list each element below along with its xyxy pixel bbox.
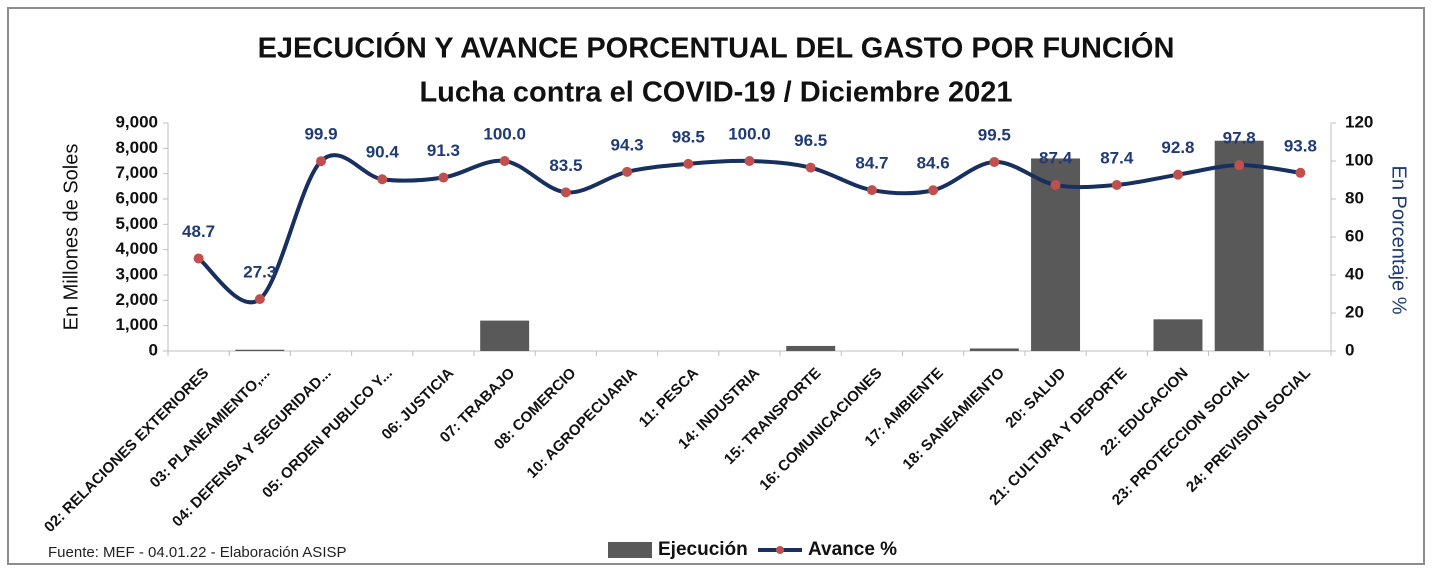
chart-title: EJECUCIÓN Y AVANCE PORCENTUAL DEL GASTO … — [258, 31, 1175, 65]
data-label: 99.9 — [304, 125, 337, 144]
y2-axis-label: En Porcentaje % — [1388, 166, 1410, 315]
data-label: 87.4 — [1100, 148, 1134, 167]
line — [197, 153, 1301, 305]
source-note: Fuente: MEF - 04.01.22 - Elaboración ASI… — [48, 544, 347, 561]
line-marker — [744, 156, 755, 166]
line-marker — [1050, 179, 1061, 190]
data-label: 100.0 — [483, 124, 526, 143]
y2-tick-label: 0 — [1345, 340, 1354, 359]
y-tick-label: 0 — [149, 340, 158, 359]
line-marker — [989, 156, 1000, 167]
y2-tick-label: 80 — [1345, 188, 1364, 207]
bar — [1031, 158, 1081, 351]
y2-tick-label: 100 — [1345, 150, 1373, 169]
bar — [1214, 140, 1264, 351]
data-label: 90.4 — [366, 143, 400, 162]
bar — [1153, 319, 1203, 351]
data-label: 87.4 — [1039, 148, 1073, 167]
y-tick-label: 9,000 — [115, 112, 158, 131]
data-label: 92.8 — [1161, 138, 1194, 157]
data-label: 91.3 — [427, 141, 460, 160]
line-marker — [377, 174, 388, 185]
data-label: 94.3 — [611, 135, 644, 154]
legend-marker — [776, 546, 784, 554]
line-marker — [683, 158, 694, 169]
line-marker — [1111, 179, 1122, 190]
line-marker — [866, 185, 877, 196]
y-tick-label: 4,000 — [115, 239, 158, 258]
chart-frame — [7, 7, 1425, 565]
line-marker — [316, 156, 327, 167]
y-axis-label: En Millones de Soles — [60, 144, 82, 331]
line-marker — [560, 187, 571, 198]
data-label: 84.7 — [855, 154, 888, 173]
y2-tick-label: 60 — [1345, 226, 1364, 245]
y-tick-label: 5,000 — [115, 214, 158, 233]
line-marker — [1234, 160, 1245, 171]
bar — [786, 345, 836, 351]
data-label: 96.5 — [794, 131, 827, 150]
y-tick-label: 3,000 — [115, 264, 158, 283]
legend-swatch — [608, 542, 652, 558]
data-label: 98.5 — [672, 127, 705, 146]
y-tick-label: 7,000 — [115, 163, 158, 182]
legend-label: Avance % — [808, 539, 897, 560]
data-label: 27.3 — [243, 263, 276, 282]
line-marker — [622, 166, 633, 177]
line-marker — [438, 172, 449, 183]
y2-tick-label: 20 — [1345, 302, 1364, 321]
data-label: 83.5 — [549, 156, 582, 175]
line-marker — [1172, 169, 1183, 180]
data-label: 100.0 — [728, 124, 771, 143]
line-marker — [928, 185, 939, 196]
y-tick-label: 8,000 — [115, 138, 158, 157]
chart-subtitle: Lucha contra el COVID-19 / Diciembre 202… — [419, 77, 1012, 109]
data-label: 48.7 — [182, 222, 215, 241]
data-label: 99.5 — [978, 125, 1011, 144]
line-marker — [1295, 167, 1306, 178]
y-tick-label: 2,000 — [115, 290, 158, 309]
bar — [235, 349, 285, 351]
y-tick-label: 1,000 — [115, 315, 158, 334]
y2-tick-label: 40 — [1345, 264, 1364, 283]
data-label: 97.8 — [1223, 129, 1256, 148]
legend-label: Ejecución — [658, 539, 748, 560]
line-marker — [193, 253, 204, 264]
line-marker — [805, 162, 816, 173]
y2-tick-label: 120 — [1345, 112, 1373, 131]
data-label: 84.6 — [917, 154, 950, 173]
bar — [480, 320, 530, 351]
line-marker — [499, 156, 510, 166]
bar — [969, 348, 1019, 351]
data-label: 93.8 — [1284, 136, 1317, 155]
line-marker — [254, 294, 265, 305]
y-tick-label: 6,000 — [115, 188, 158, 207]
